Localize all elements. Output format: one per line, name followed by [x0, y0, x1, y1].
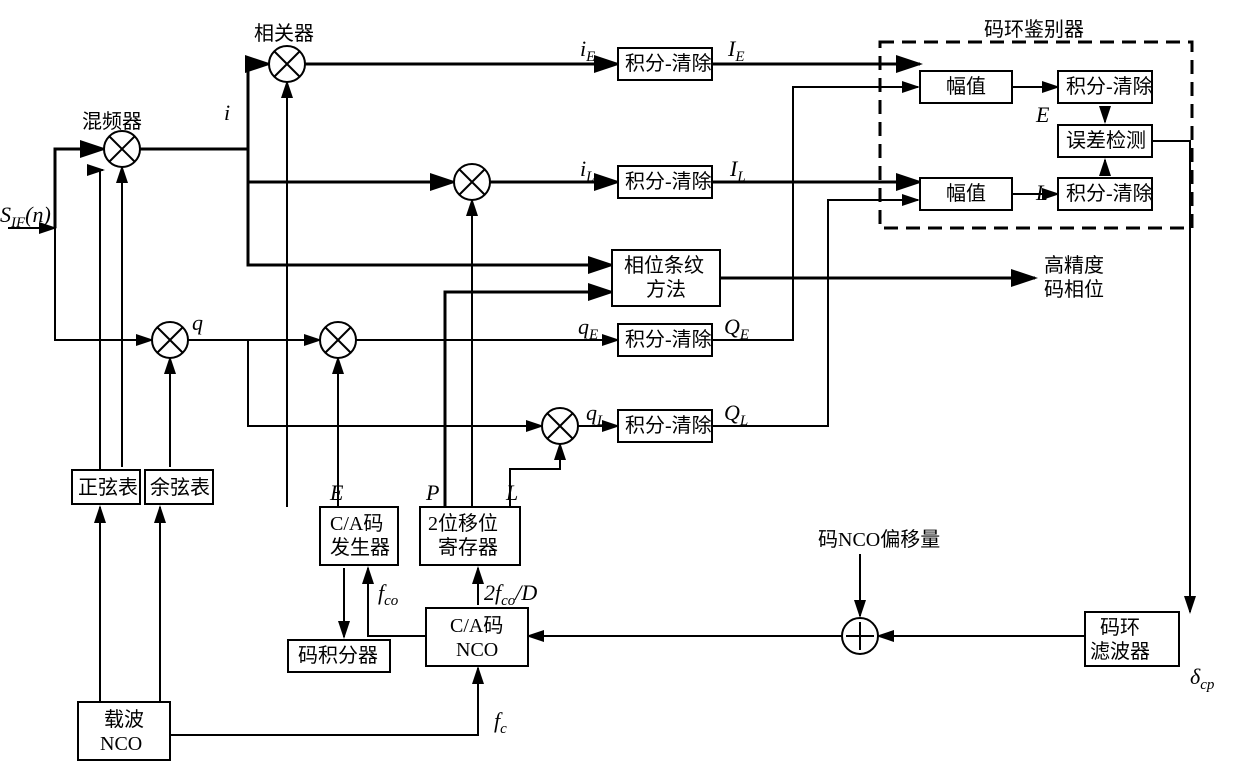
text-mixer: 混频器 [82, 110, 142, 133]
lbl-code-disc: 码环鉴别器 [984, 18, 1084, 41]
var-qE: qE [578, 314, 598, 343]
lbl-shift-2: 寄存器 [438, 536, 498, 559]
var-IL: IL [729, 156, 746, 185]
lbl-high-prec-1: 高精度 [1044, 254, 1104, 277]
var-E: E [1035, 102, 1050, 127]
mixer-i [104, 131, 140, 167]
var-q: q [192, 310, 203, 335]
lbl-err-detect: 误差检测 [1066, 129, 1146, 152]
lbl-code-int: 码积分器 [298, 644, 378, 667]
lbl-code-filter-1: 码环 [1100, 617, 1140, 639]
var-i: i [224, 100, 230, 125]
var-iL: iL [580, 156, 594, 185]
var-QL: QL [724, 400, 748, 429]
var-L: L [1035, 180, 1048, 205]
lbl-int-clear-E: 积分-清除 [1066, 75, 1153, 98]
var-input: SIF(n) [0, 202, 51, 231]
lbl-ca-gen-2: 发生器 [330, 536, 390, 559]
lbl-int-clear-4: 积分-清除 [625, 414, 712, 437]
lbl-int-clear-2: 积分-清除 [625, 170, 712, 193]
adder [842, 618, 878, 654]
lbl-nco-offset: 码NCO偏移量 [818, 528, 940, 551]
lbl-int-clear-1: 积分-清除 [625, 52, 712, 75]
var-P: P [425, 480, 439, 505]
lbl-ca-nco-1: C/A码 [450, 615, 503, 637]
lbl-int-clear-L: 积分-清除 [1066, 182, 1153, 205]
text-correlator: 相关器 [254, 22, 314, 45]
mult-iL [454, 164, 490, 200]
var-dcp: δcp [1190, 664, 1215, 693]
lbl-phase-stripe-1: 相位条纹 [624, 254, 704, 277]
var-E2: E [329, 480, 344, 505]
lbl-high-prec-2: 码相位 [1044, 278, 1104, 301]
lbl-int-clear-3: 积分-清除 [625, 328, 712, 351]
lbl-ca-gen-1: C/A码 [330, 513, 383, 535]
mult-qE [320, 322, 356, 358]
lbl-carrier-nco-1: 载波 [104, 708, 144, 731]
lbl-mag-E: 幅值 [946, 75, 986, 98]
lbl-cos: 余弦表 [150, 476, 210, 499]
var-L2: L [505, 480, 518, 505]
var-qL: qL [586, 400, 605, 429]
lbl-shift-1: 2位移位 [428, 512, 498, 535]
var-2fco: 2fco/D [484, 580, 537, 609]
block-diagram-svg: SIF(n) 混频器 相关器 i q iE iL qE qL IE IL QE … [0, 0, 1239, 776]
lbl-phase-stripe-2: 方法 [646, 278, 686, 301]
mixer-q [152, 322, 188, 358]
lbl-carrier-nco-2: NCO [100, 733, 142, 755]
mult-iE [269, 46, 305, 82]
lbl-sine: 正弦表 [78, 476, 138, 499]
var-QE: QE [724, 314, 749, 343]
var-fc: fc [494, 708, 507, 737]
lbl-code-filter-2: 滤波器 [1090, 640, 1150, 663]
mult-qL [542, 408, 578, 444]
var-fco: fco [378, 580, 399, 609]
var-IE: IE [727, 36, 745, 65]
var-iE: iE [580, 36, 595, 65]
lbl-mag-L: 幅值 [946, 182, 986, 205]
lbl-ca-nco-2: NCO [456, 639, 498, 661]
